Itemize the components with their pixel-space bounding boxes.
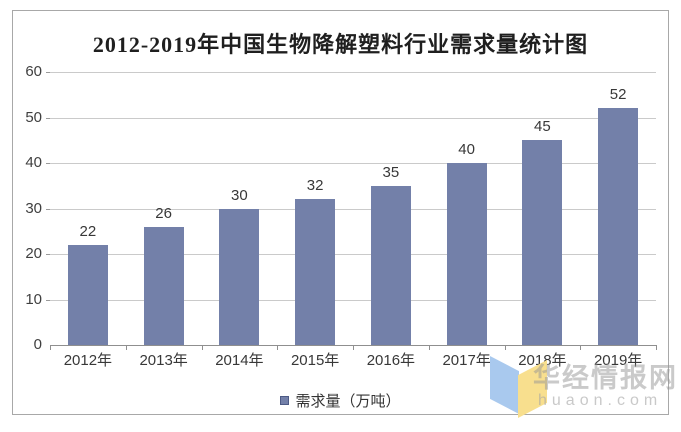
y-axis-tick [46,117,50,119]
bar [522,140,563,345]
x-axis-tick-label: 2016年 [366,352,416,369]
x-axis-tick [201,346,203,350]
chart-title: 2012-2019年中国生物降解塑料行业需求量统计图 [92,32,589,57]
x-axis-tick [580,346,582,350]
gridline [50,254,656,255]
gridline [50,117,656,119]
bar [370,185,411,345]
x-axis-tick-label: 2017年 [442,352,491,369]
gridline [50,208,656,210]
bar [446,163,487,345]
bar [219,208,260,345]
x-axis-tick-label: 2015年 [290,352,340,369]
bar-value-label: 26 [155,204,172,222]
x-axis-tick [656,346,657,350]
gridline [50,299,656,301]
x-axis-tick-label: 2018年 [518,352,567,369]
x-axis-tick-label: 2012年 [63,352,113,369]
bar-value-label: 32 [306,177,324,195]
x-axis-tick [504,346,506,350]
x-axis-tick-label: 2014年 [215,352,264,369]
x-axis-tick-label: 2013年 [139,352,188,369]
x-axis-tick [277,346,279,350]
bar-value-label: 22 [79,222,97,240]
bar [598,108,639,345]
y-axis-tick [46,299,50,301]
y-axis-tick-label: 60 [25,63,42,80]
x-axis-tick-label: 2019年 [593,352,643,369]
bar-value-label: 30 [231,186,248,204]
bar-value-label: 40 [458,141,475,158]
bar-value-label: 52 [609,86,627,104]
y-axis-tick-label: 0 [33,336,42,353]
bar [143,226,184,345]
x-axis-tick [125,346,127,350]
y-axis-tick [46,163,50,164]
bar-value-label: 35 [382,163,400,181]
bar-value-label: 45 [534,118,551,136]
y-axis-tick-label: 40 [25,154,42,171]
x-axis-line [50,345,657,346]
x-axis-tick [428,346,430,350]
legend-marker-square-icon [280,396,290,405]
y-axis-tick-label: 50 [25,108,42,126]
bar [67,244,108,345]
x-axis-tick [50,346,51,350]
legend: 需求量（万吨） [0,390,681,411]
bar [295,199,336,345]
y-axis-tick-label: 20 [25,245,42,262]
legend-label: 需求量（万吨） [295,393,401,410]
y-axis-tick-label: 10 [25,290,42,308]
y-axis-tick-label: 30 [25,199,42,217]
gridline [50,72,656,73]
y-axis-tick [46,72,50,73]
y-axis-tick [46,254,50,255]
x-axis-tick [353,346,354,350]
y-axis-tick [46,208,50,210]
gridline [50,163,656,164]
